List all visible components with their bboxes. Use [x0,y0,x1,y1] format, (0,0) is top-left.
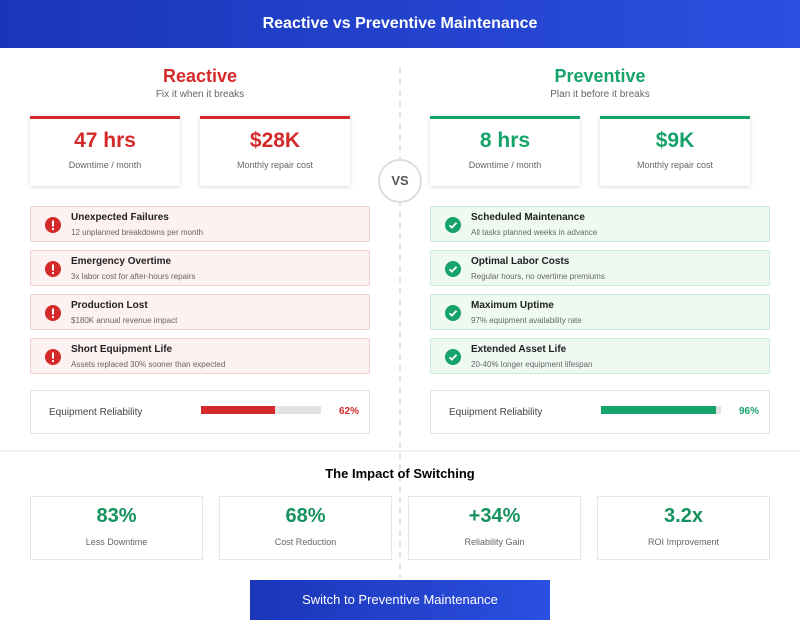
stat-card: 47 hrs Downtime / month [30,116,180,186]
item-desc: Regular hours, no overtime premiums [471,272,605,281]
item-title: Maximum Uptime [471,300,554,311]
reliability-label: Equipment Reliability [49,407,143,418]
stat-value: 8 hrs [479,129,531,152]
column-subtitle: Plan it before it breaks [550,89,650,100]
reliability-value: 96% [738,406,759,417]
item-title: Scheduled Maintenance [471,212,585,223]
reliability-bar [601,406,717,414]
item-desc: Assets replaced 30% sooner than expected [71,360,226,369]
stat-card: 8 hrs Downtime / month [430,116,580,186]
impact-label: Reliability Gain [464,537,525,547]
impact-title: The Impact of Switching [325,466,475,481]
item-icon [45,261,61,277]
item-icon [445,217,461,233]
cta-button[interactable]: Switch to Preventive Maintenance [250,580,550,620]
item-card: Short Equipment Life Assets replaced 30% … [30,338,370,374]
reliability-card: Equipment Reliability 62% [30,390,370,434]
item-icon [445,349,461,365]
item-title: Optimal Labor Costs [471,256,570,267]
item-icon [445,305,461,321]
reliability-bar [201,406,276,414]
item-title: Unexpected Failures [71,212,169,223]
item-icon [45,349,61,365]
stat-card: $28K Monthly repair cost [200,116,350,186]
stat-label: Monthly repair cost [236,160,314,170]
stat-value: $28K [249,129,301,152]
item-card: Production Lost $180K annual revenue impa… [30,294,370,330]
stat-label: Downtime / month [468,160,542,170]
item-desc: All tasks planned weeks in advance [471,228,598,237]
item-card: Emergency Overtime 3x labor cost for afte… [30,250,370,286]
stat-label: Downtime / month [68,160,142,170]
reliability-label: Equipment Reliability [449,407,543,418]
item-icon [45,217,61,233]
impact-label: Less Downtime [85,537,148,547]
item-title: Production Lost [71,300,148,311]
impact-card: 68% Cost Reduction [219,496,392,560]
item-title: Emergency Overtime [71,256,172,267]
stat-label: Monthly repair cost [636,160,714,170]
item-title: Extended Asset Life [471,344,567,355]
item-card: Unexpected Failures 12 unplanned breakdow… [30,206,370,242]
stat-value: 47 hrs [74,129,136,152]
reliability-track [201,406,321,414]
item-desc: 97% equipment availability rate [471,316,582,325]
impact-value: 3.2x [664,505,703,527]
item-card: Maximum Uptime 97% equipment availability… [430,294,770,330]
dividers [0,68,800,578]
stat-card: $9K Monthly repair cost [600,116,750,186]
reliability-value: 62% [338,406,359,417]
stat-value: $9K [655,129,695,152]
impact-value: 83% [96,505,137,527]
impact-value: +34% [468,505,521,527]
impact-card: +34% Reliability Gain [408,496,581,560]
column-subtitle: Fix it when it breaks [155,89,245,100]
item-icon [445,261,461,277]
item-title: Short Equipment Life [71,344,173,355]
item-card: Scheduled Maintenance All tasks planned w… [430,206,770,242]
item-desc: 12 unplanned breakdowns per month [71,228,204,237]
column-title: Preventive [554,66,646,86]
item-icon [45,305,61,321]
header-title: Reactive vs Preventive Maintenance [0,0,800,48]
item-card: Extended Asset Life 20-40% longer equipme… [430,338,770,374]
item-desc: $180K annual revenue impact [71,316,178,325]
item-desc: 3x labor cost for after-hours repairs [71,272,196,281]
column-title: Reactive [162,66,238,86]
item-card: Optimal Labor Costs Regular hours, no ove… [430,250,770,286]
impact-card: 83% Less Downtime [30,496,203,560]
item-desc: 20-40% longer equipment lifespan [471,360,593,369]
reliability-track [601,406,721,414]
impact-label: ROI Improvement [647,537,720,547]
vs-badge: VS [378,159,422,203]
impact-value: 68% [285,505,326,527]
impact-card: 3.2x ROI Improvement [597,496,770,560]
reliability-card: Equipment Reliability 96% [430,390,770,434]
impact-label: Cost Reduction [274,537,337,547]
